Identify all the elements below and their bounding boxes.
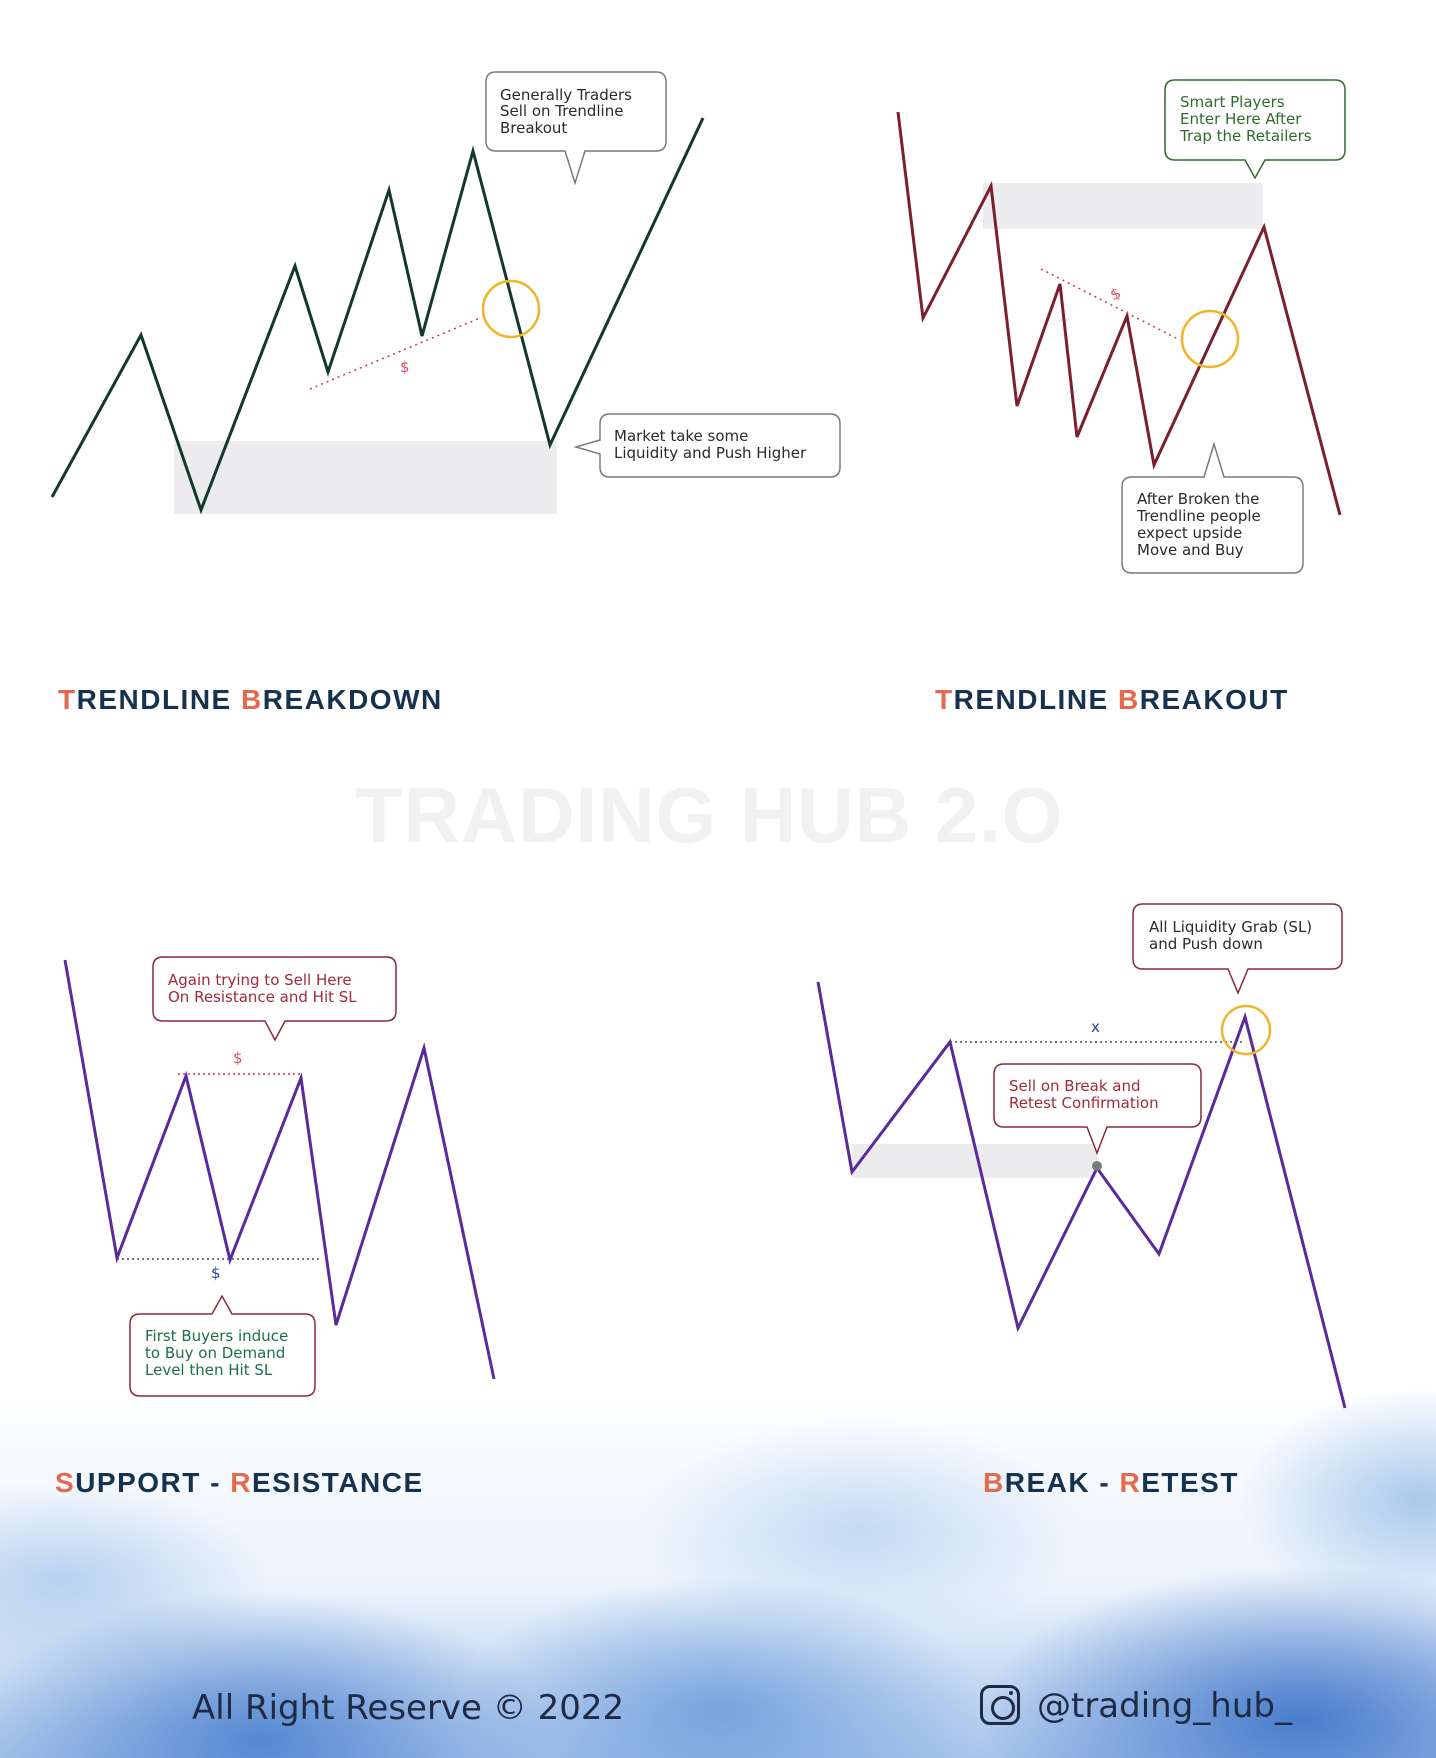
breakout-circle bbox=[1180, 309, 1240, 369]
callout-text: After Broken the Trendline people expect… bbox=[1136, 490, 1266, 559]
retest-dot bbox=[1092, 1161, 1102, 1171]
price-line bbox=[63, 959, 496, 1380]
title-break-retest: BREAK - RETEST bbox=[983, 1467, 1239, 1499]
cloud-background bbox=[0, 1380, 1436, 1758]
title-word: RENDLINE bbox=[76, 684, 242, 715]
title-word: ESISTANCE bbox=[251, 1467, 424, 1498]
callout-bubble bbox=[1132, 903, 1343, 995]
callout-bubble bbox=[573, 413, 841, 478]
callout-text: First Buyers induce to Buy on Demand Lev… bbox=[145, 1327, 293, 1379]
callout-bubble bbox=[129, 1294, 316, 1397]
callout-bubble bbox=[485, 71, 667, 186]
dollar-marker-top: $ bbox=[233, 1049, 243, 1067]
title-initial: B bbox=[1118, 684, 1140, 715]
price-line bbox=[896, 111, 1342, 516]
watermark: TRADING HUB 2.O bbox=[355, 771, 1064, 859]
callout-bubble bbox=[1164, 79, 1346, 180]
title-word: REAKDOWN bbox=[262, 684, 443, 715]
callout-text: Sell on Break and Retest Confirmation bbox=[1009, 1077, 1159, 1112]
liquidity-grab-circle bbox=[1220, 1004, 1272, 1056]
trendline bbox=[309, 317, 481, 390]
dollar-marker: $ bbox=[1107, 284, 1124, 304]
title-initial: S bbox=[55, 1467, 76, 1498]
panel-support-resistance: $ $ Again trying to Sell Here On Resista… bbox=[63, 956, 496, 1397]
title-support-resistance: SUPPORT - RESISTANCE bbox=[55, 1467, 424, 1499]
dollar-marker: $ bbox=[400, 358, 410, 376]
callout-text: All Liquidity Grab (SL) and Push down bbox=[1149, 918, 1317, 953]
callout-bubble bbox=[152, 956, 397, 1042]
callout-bubble bbox=[1121, 441, 1304, 574]
instagram-icon[interactable] bbox=[980, 1685, 1020, 1725]
breakout-circle bbox=[481, 279, 541, 339]
panel-trendline-breakout: $ Smart Players Enter Here After Trap th… bbox=[896, 79, 1346, 574]
trendline bbox=[1040, 268, 1181, 341]
callout-text: Again trying to Sell Here On Resistance … bbox=[168, 971, 357, 1006]
callout-bubble bbox=[993, 1063, 1202, 1156]
title-initial: T bbox=[935, 684, 954, 715]
callout-text: Market take some Liquidity and Push High… bbox=[614, 427, 807, 462]
x-marker: x bbox=[1091, 1018, 1100, 1036]
title-initial: B bbox=[241, 684, 263, 715]
title-word: UPPORT - bbox=[75, 1467, 231, 1498]
supply-zone bbox=[983, 183, 1263, 229]
title-initial: R bbox=[230, 1467, 252, 1498]
instagram-handle[interactable]: @trading_hub_ bbox=[1037, 1686, 1292, 1726]
title-initial: T bbox=[58, 684, 77, 715]
title-word: REAK - bbox=[1004, 1467, 1120, 1498]
panel-trendline-breakdown: $ Generally Traders Sell on Trendline Br… bbox=[50, 71, 841, 515]
panel-break-retest: x All Liquidity Grab (SL) and Push down … bbox=[816, 903, 1347, 1409]
title-initial: R bbox=[1119, 1467, 1142, 1498]
callout-text: Smart Players Enter Here After Trap the … bbox=[1179, 93, 1312, 145]
dollar-marker-bottom: $ bbox=[211, 1264, 221, 1282]
price-line bbox=[816, 981, 1347, 1409]
title-word: ETEST bbox=[1141, 1467, 1239, 1498]
copyright-text: All Right Reserve © 2022 bbox=[192, 1688, 625, 1728]
price-line bbox=[50, 117, 705, 515]
title-trendline-breakdown: TRENDLINE BREAKDOWN bbox=[58, 684, 443, 716]
title-initial: B bbox=[983, 1467, 1005, 1498]
title-word: RENDLINE bbox=[953, 684, 1119, 715]
liquidity-zone bbox=[174, 441, 557, 514]
title-word: REAKOUT bbox=[1139, 684, 1289, 715]
callout-text: Generally Traders Sell on Trendline Brea… bbox=[500, 86, 637, 137]
title-trendline-breakout: TRENDLINE BREAKOUT bbox=[935, 684, 1289, 716]
